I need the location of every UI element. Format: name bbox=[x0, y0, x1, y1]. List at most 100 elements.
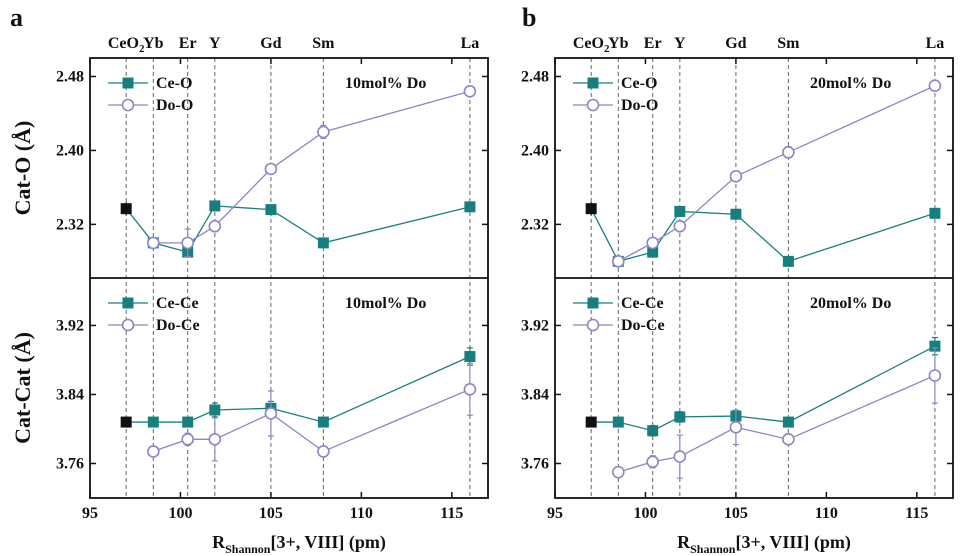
x-axis-label-sub: Shannon bbox=[690, 542, 736, 556]
y-tick-label: 3.84 bbox=[521, 386, 549, 403]
legend-marker-circle bbox=[121, 318, 135, 332]
legend-marker-circle bbox=[586, 98, 600, 112]
element-label: CeO2 bbox=[108, 35, 145, 55]
element-label: Gd bbox=[725, 35, 746, 52]
data-point-circle bbox=[928, 79, 942, 93]
data-point-square bbox=[147, 416, 159, 428]
element-label-main: Sm bbox=[777, 35, 800, 52]
x-tick-label: 110 bbox=[350, 505, 373, 522]
data-point-circle bbox=[646, 236, 659, 250]
legend-label: Ce-Ce bbox=[621, 295, 664, 312]
legend-label: Do-Ce bbox=[156, 317, 200, 334]
series-line bbox=[153, 90, 471, 244]
element-label: Yb bbox=[608, 35, 629, 52]
series-line bbox=[153, 355, 471, 423]
reference-point bbox=[120, 416, 132, 428]
element-label-main: Gd bbox=[725, 35, 746, 52]
panel-letter: a bbox=[10, 3, 23, 32]
y-tick-label: 2.48 bbox=[521, 68, 549, 85]
series-line bbox=[153, 205, 471, 253]
data-point-circle bbox=[208, 219, 222, 233]
subplot-bottom: 3.76 3.84 3.92 20mol% Do Ce-Ce Do-Ce bbox=[521, 295, 953, 479]
legend-label: Do-O bbox=[621, 97, 658, 114]
subplot-bottom: 3.76 3.84 3.92 Cat-Cat (Å) 10mol% Do Ce-Ce Do-… bbox=[10, 295, 488, 472]
series-line-ref bbox=[590, 208, 619, 262]
data-point-square bbox=[929, 207, 941, 219]
data-point-circle bbox=[181, 236, 194, 250]
element-label: La bbox=[926, 35, 945, 52]
series-line bbox=[618, 85, 936, 262]
data-point-circle bbox=[147, 445, 160, 458]
x-axis-label-rest: [3+, VIII] (pm) bbox=[270, 532, 385, 553]
x-axis-label-rest: [3+, VIII] (pm) bbox=[735, 532, 850, 553]
panel-letter: b bbox=[522, 3, 536, 32]
element-label: Yb bbox=[143, 35, 164, 52]
legend-marker-square bbox=[122, 77, 134, 89]
data-point-square bbox=[612, 416, 624, 428]
element-label-main: La bbox=[926, 35, 945, 52]
element-label-main: Y bbox=[674, 35, 686, 52]
element-label: Sm bbox=[312, 35, 335, 52]
data-point-circle bbox=[317, 445, 330, 458]
data-point-square bbox=[782, 416, 794, 428]
legend-marker-square bbox=[587, 77, 599, 89]
data-point-circle bbox=[782, 145, 795, 159]
x-tick-label: 115 bbox=[440, 505, 463, 522]
legend-label: Ce-O bbox=[621, 75, 657, 92]
legend-marker-circle bbox=[586, 318, 600, 332]
data-point-square bbox=[647, 246, 659, 258]
element-label-main: Gd bbox=[260, 35, 281, 52]
series-line bbox=[618, 210, 936, 263]
data-point-circle bbox=[208, 433, 222, 446]
data-point-circle bbox=[673, 219, 687, 233]
element-label: Er bbox=[644, 35, 662, 52]
y-axis-label: Cat-O (Å) bbox=[10, 121, 35, 216]
data-point-circle bbox=[612, 465, 625, 479]
reference-point bbox=[585, 416, 597, 428]
doping-note: 10mol% Do bbox=[345, 295, 426, 312]
reference-point bbox=[120, 203, 132, 215]
x-tick-label: 100 bbox=[633, 505, 657, 522]
data-point-square bbox=[929, 340, 941, 352]
x-axis-label-sub: Shannon bbox=[225, 542, 271, 556]
element-label-main: Er bbox=[179, 35, 197, 52]
element-label-main: CeO bbox=[573, 35, 604, 52]
x-tick-label: 95 bbox=[82, 505, 98, 522]
y-tick-label: 3.76 bbox=[56, 455, 84, 472]
data-point-circle bbox=[782, 433, 795, 446]
element-label: Gd bbox=[260, 35, 281, 52]
data-point-square bbox=[317, 237, 329, 249]
data-point-circle bbox=[729, 170, 743, 183]
data-point-circle bbox=[673, 450, 687, 463]
y-tick-label: 2.48 bbox=[56, 68, 84, 85]
data-point-square bbox=[317, 416, 329, 428]
element-label-main: La bbox=[461, 35, 480, 52]
data-point-square bbox=[782, 255, 794, 267]
y-tick-label: 3.92 bbox=[56, 317, 84, 334]
doping-note: 20mol% Do bbox=[810, 75, 891, 92]
element-label-main: Er bbox=[644, 35, 662, 52]
doping-note: 20mol% Do bbox=[810, 295, 891, 312]
data-point-square bbox=[674, 411, 686, 423]
data-point-circle bbox=[147, 236, 160, 250]
data-point-square bbox=[464, 351, 476, 363]
element-label-sub: 2 bbox=[139, 43, 145, 55]
legend-marker-circle bbox=[121, 98, 135, 112]
y-tick-label: 3.76 bbox=[521, 455, 549, 472]
element-label: Y bbox=[209, 35, 221, 52]
y-tick-label: 3.84 bbox=[56, 386, 84, 403]
element-label-main: Yb bbox=[608, 35, 629, 52]
element-label-main: Y bbox=[209, 35, 221, 52]
x-tick-label: 105 bbox=[724, 505, 748, 522]
y-tick-label: 2.32 bbox=[521, 216, 549, 233]
legend-label: Do-O bbox=[156, 97, 193, 114]
data-point-circle bbox=[612, 255, 625, 268]
x-tick-label: 95 bbox=[547, 505, 563, 522]
x-axis-label: RShannon[3+, VIII] (pm) bbox=[677, 532, 851, 556]
data-point-circle bbox=[463, 382, 477, 396]
element-label: Sm bbox=[777, 35, 800, 52]
x-tick-label: 105 bbox=[259, 505, 283, 522]
